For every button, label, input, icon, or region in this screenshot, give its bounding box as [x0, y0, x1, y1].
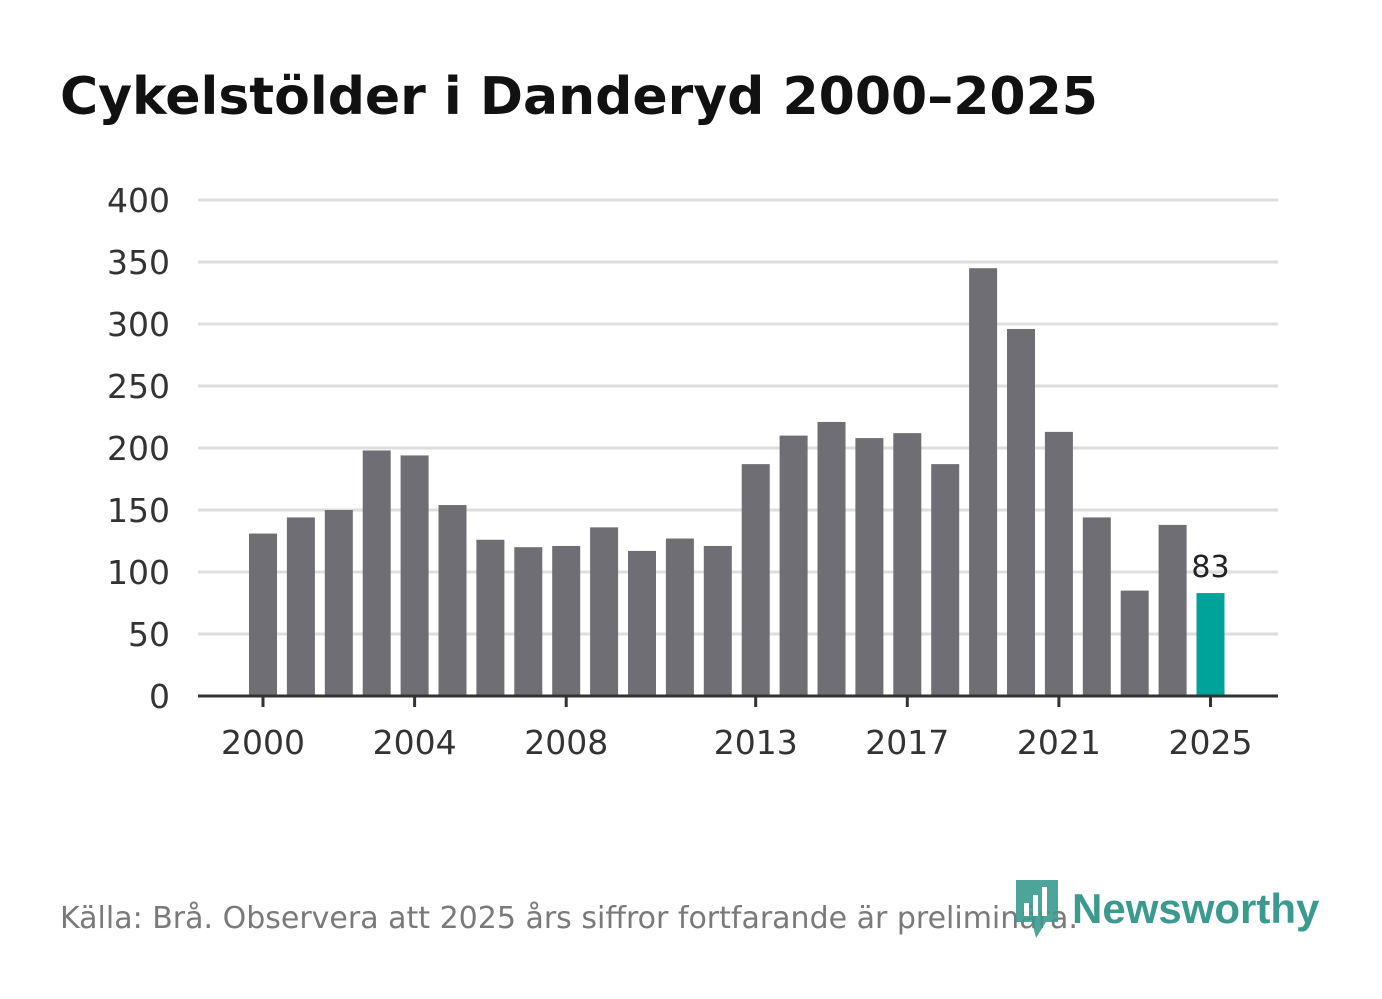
data-label-2025: 83 — [1191, 550, 1229, 585]
y-tick-label: 100 — [107, 553, 170, 592]
bar-2001 — [286, 517, 315, 696]
bar-2015 — [817, 421, 846, 696]
bar-2014 — [779, 435, 808, 696]
bar-2013 — [741, 464, 770, 696]
bar-2021 — [1044, 431, 1073, 696]
bar-2008 — [552, 545, 581, 696]
bar-2020 — [1007, 328, 1035, 696]
bar-2022 — [1082, 517, 1111, 696]
bar-2012 — [703, 545, 732, 696]
x-tick-label: 2008 — [524, 723, 608, 762]
x-tick-label: 2013 — [714, 723, 798, 762]
bar-2010 — [628, 550, 656, 696]
chart-title: Cykelstölder i Danderyd 2000–2025 — [60, 67, 1098, 127]
bar-2003 — [362, 450, 391, 696]
x-tick-label: 2021 — [1017, 723, 1101, 762]
bar-2024 — [1158, 524, 1187, 696]
x-tick-label: 2025 — [1169, 723, 1253, 762]
bar-2025 — [1196, 593, 1225, 696]
bar-2018 — [931, 464, 960, 696]
data-labels: 83 — [1191, 550, 1229, 585]
x-tick-label: 2004 — [373, 723, 457, 762]
bar-2004 — [400, 455, 429, 696]
x-axis-tick-labels: 2000 2004 2008 2013 2017 2021 2025 — [221, 696, 1252, 762]
y-tick-label: 0 — [149, 677, 170, 716]
bar-2017 — [893, 433, 922, 696]
bar-2006 — [476, 539, 505, 696]
bar-2005 — [438, 505, 467, 696]
y-tick-label: 300 — [107, 305, 170, 344]
x-tick-label: 2000 — [221, 723, 305, 762]
bar-2023 — [1120, 590, 1149, 696]
bar-2009 — [590, 527, 619, 696]
y-tick-label: 350 — [107, 243, 170, 282]
bar-2019 — [969, 268, 998, 696]
gridlines — [198, 198, 1278, 636]
y-tick-label: 400 — [107, 181, 170, 220]
brand-name: Newsworthy — [1072, 885, 1320, 932]
y-tick-label: 200 — [107, 429, 170, 468]
brand-logo: Newsworthy — [1012, 876, 1319, 942]
y-tick-label: 150 — [107, 491, 170, 530]
bars — [249, 268, 1225, 696]
bar-2002 — [324, 510, 353, 696]
source-note: Källa: Brå. Observera att 2025 års siffr… — [60, 901, 1078, 936]
bar-2011 — [665, 538, 694, 696]
y-tick-label: 50 — [128, 615, 170, 654]
bar-2016 — [855, 438, 884, 696]
x-tick-label: 2017 — [865, 723, 949, 762]
y-axis-tick-labels: 0 50 100 150 200 250 300 350 400 — [107, 181, 170, 716]
newsworthy-logo-icon — [1016, 880, 1058, 938]
y-tick-label: 250 — [107, 367, 170, 406]
bar-2000 — [249, 533, 277, 696]
bar-2007 — [514, 547, 543, 696]
